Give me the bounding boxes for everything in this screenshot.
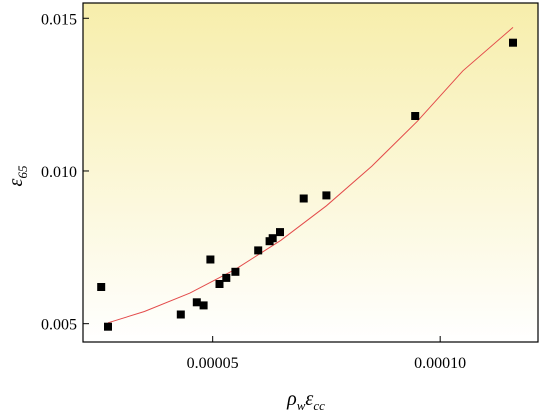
- y-axis-label-subscript: 65: [15, 165, 30, 179]
- fit-curve: [107, 27, 514, 324]
- data-point: [199, 301, 208, 310]
- data-point: [176, 310, 185, 319]
- data-point: [276, 228, 284, 237]
- data-point: [192, 298, 201, 307]
- x-tick-label: 0.00005: [187, 355, 239, 372]
- data-point: [509, 38, 517, 47]
- data-point: [299, 194, 308, 203]
- data-point: [411, 112, 420, 120]
- data-point: [206, 255, 215, 264]
- data-point: [231, 267, 240, 276]
- plot-background: [83, 3, 538, 342]
- x-axis-label-rho: ρ: [286, 388, 297, 410]
- x-axis-label-epsilon: ε: [305, 388, 313, 410]
- data-points: [97, 38, 517, 331]
- y-axis-label-epsilon: ε: [5, 178, 27, 186]
- y-axis-ticks: 0.005 0.010 0.015: [41, 11, 89, 334]
- y-tick-label: 0.015: [41, 11, 77, 28]
- x-axis-label: ρwεcc: [286, 388, 325, 413]
- y-axis-label: ε65: [5, 165, 30, 186]
- data-point: [97, 283, 106, 291]
- data-point: [254, 246, 263, 255]
- data-point: [268, 234, 277, 243]
- x-axis-label-rho-subscript: w: [297, 398, 306, 413]
- plot-frame: [82, 2, 539, 343]
- data-point: [222, 273, 231, 282]
- data-point: [322, 191, 331, 200]
- x-axis-ticks: 0.00005 0.00010: [187, 336, 466, 372]
- y-tick-label: 0.005: [41, 317, 77, 334]
- y-tick-label: 0.010: [41, 164, 77, 181]
- x-tick-label: 0.00010: [414, 355, 466, 372]
- fit-curve-layer: [107, 27, 514, 324]
- data-point: [215, 280, 224, 288]
- x-axis-label-epsilon-subscript: cc: [313, 398, 325, 413]
- data-point: [104, 322, 112, 331]
